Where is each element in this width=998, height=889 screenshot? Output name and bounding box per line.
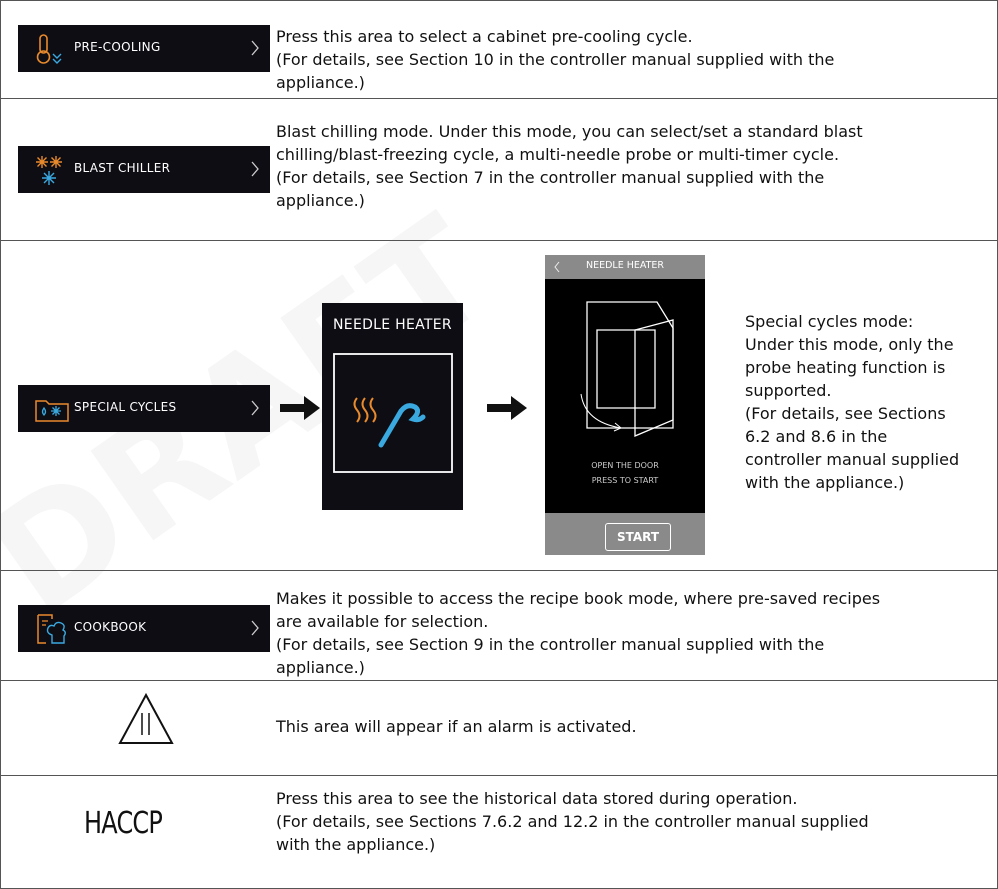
description-line: (For details, see Sections 7.6.2 and 12.… — [276, 812, 869, 831]
blast-chiller-button[interactable]: BLAST CHILLER — [18, 146, 270, 193]
description: Special cycles mode: Under this mode, onl… — [745, 310, 959, 494]
snowflake-icon — [36, 156, 62, 185]
description-line: with the appliance.) — [276, 835, 436, 854]
description: Makes it possible to access the recipe b… — [276, 587, 880, 679]
description-line: with the appliance.) — [745, 473, 905, 492]
description-line: This area will appear if an alarm is act… — [276, 717, 637, 736]
screen-footer — [545, 513, 705, 555]
row-border — [0, 0, 998, 1]
description-line: (For details, see Sections — [745, 404, 946, 423]
description-line: Press this area to select a cabinet pre-… — [276, 27, 693, 46]
description: Press this area to see the historical da… — [276, 787, 869, 856]
description-line: (For details, see Section 9 in the contr… — [276, 635, 825, 654]
screen-title: NEEDLE HEATER — [585, 260, 665, 271]
button-label: BLAST CHILLER — [74, 161, 171, 175]
button-label: SPECIAL CYCLES — [74, 400, 177, 414]
description-line: appliance.) — [276, 73, 365, 92]
arrow — [487, 396, 527, 420]
cookbook-button[interactable]: COOKBOOK — [18, 605, 270, 652]
description-line: Special cycles mode: — [745, 312, 914, 331]
haccp-label: HACCP — [84, 806, 163, 841]
table-border — [0, 0, 1, 889]
row-border — [0, 775, 998, 776]
description-line: Blast chilling mode. Under this mode, yo… — [276, 122, 863, 141]
screen: NEEDLE HEATER OPEN THE DOOR PRESS TO STA… — [545, 255, 705, 555]
chevron — [251, 40, 259, 56]
pre-cooling-button[interactable]: PRE-COOLING — [18, 25, 270, 72]
special-cycles-button[interactable]: SPECIAL CYCLES — [18, 385, 270, 432]
screen-header — [545, 255, 705, 279]
description-line: (For details, see Section 10 in the cont… — [276, 50, 835, 69]
description-line: (For details, see Section 7 in the contr… — [276, 168, 825, 187]
cookbook-icon — [37, 614, 66, 644]
alarm-icon — [118, 693, 174, 744]
screen-instructions: OPEN THE DOOR PRESS TO START — [545, 458, 705, 488]
chevron — [251, 161, 259, 177]
chevron — [251, 400, 259, 416]
folder-icon — [35, 400, 69, 422]
description: This area will appear if an alarm is act… — [276, 715, 637, 738]
description-line: chilling/blast-freezing cycle, a multi-n… — [276, 145, 840, 164]
description-line: appliance.) — [276, 658, 365, 677]
start-button[interactable]: START — [605, 523, 671, 551]
description-line: are available for selection. — [276, 612, 489, 631]
back-icon — [554, 261, 560, 273]
description-line: 6.2 and 8.6 in the — [745, 427, 888, 446]
description: Blast chilling mode. Under this mode, yo… — [276, 120, 863, 212]
panel-title: NEEDLE HEATER — [333, 317, 452, 333]
description-line: Under this mode, only the — [745, 335, 954, 354]
needle-heater-panel: NEEDLE HEATER — [322, 303, 463, 510]
door-icon — [580, 301, 674, 437]
row-border — [0, 98, 998, 99]
description-line: appliance.) — [276, 191, 365, 210]
thermometer-icon — [36, 34, 62, 64]
instruction: OPEN THE DOOR — [591, 461, 659, 470]
instruction: PRESS TO START — [591, 476, 659, 485]
row-border — [0, 570, 998, 571]
button-label: PRE-COOLING — [74, 40, 161, 54]
description-line: Makes it possible to access the recipe b… — [276, 589, 881, 608]
needle-icon — [333, 353, 453, 473]
description-line: probe heating function is — [745, 358, 946, 377]
description-line: supported. — [745, 381, 832, 400]
description-line: controller manual supplied — [745, 450, 960, 469]
row-border — [0, 680, 998, 681]
description: Press this area to select a cabinet pre-… — [276, 25, 834, 94]
button-label: COOKBOOK — [74, 620, 147, 634]
chevron — [251, 620, 259, 636]
description-line: Press this area to see the historical da… — [276, 789, 798, 808]
arrow — [280, 396, 320, 420]
row-border — [0, 240, 998, 241]
